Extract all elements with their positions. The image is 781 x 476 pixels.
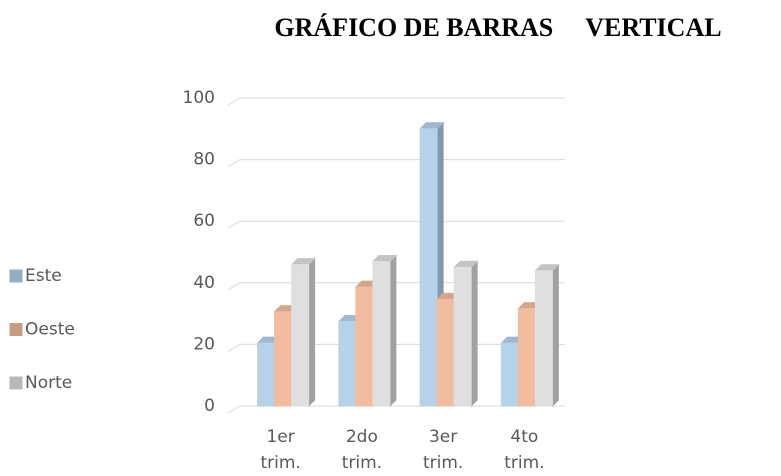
legend-swatch [9,323,23,336]
bar-side [389,254,397,408]
bar [419,128,438,407]
grid-line [227,220,565,229]
y-tick-label: 80 [193,150,215,170]
x-tick-label: 1er trim. [260,427,301,473]
grid-line [227,97,565,106]
legend-label: Este [25,266,62,286]
y-tick-label: 0 [204,396,215,416]
bar-side [308,257,316,408]
legend-label: Norte [25,373,72,393]
bar [257,342,276,407]
x-tick-label: 3er trim. [422,427,464,473]
bar [517,308,536,407]
chart-title: GRÁFICO DE BARRAS VERTICAL [274,13,721,42]
legend-swatch [9,269,23,283]
bar [436,298,455,407]
bar [500,342,519,407]
bar [534,270,553,407]
y-tick-label: 20 [193,334,215,354]
bar-side [551,263,559,408]
bar [372,261,391,407]
y-tick-label: 100 [183,88,215,108]
grid-line [227,282,565,291]
x-tick-label: 2do trim. [341,427,383,473]
bar-side [470,260,478,408]
bar [338,321,357,407]
bar [291,264,310,407]
x-tick-label: 4to trim. [504,427,545,473]
grid-line [227,159,565,168]
legend-label: Oeste [25,320,75,340]
bar [274,311,293,407]
legend-swatch [9,376,23,390]
grid-line [227,405,565,414]
y-tick-label: 60 [193,211,215,231]
bar [355,286,374,407]
y-tick-label: 40 [193,273,215,293]
bar [453,266,472,407]
